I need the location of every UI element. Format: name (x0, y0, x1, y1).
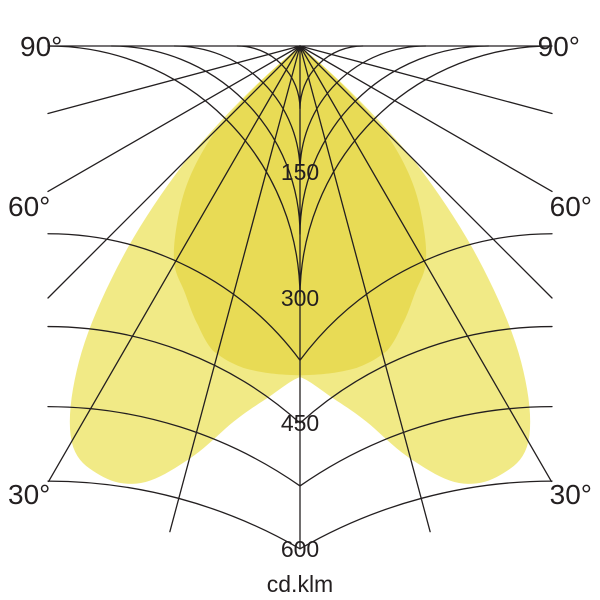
svg-text:30°: 30° (8, 479, 50, 510)
svg-text:30°: 30° (550, 479, 592, 510)
svg-text:cd.klm: cd.klm (267, 571, 333, 597)
svg-text:150: 150 (281, 159, 319, 185)
svg-text:60°: 60° (550, 191, 592, 222)
svg-text:60°: 60° (8, 191, 50, 222)
svg-text:90°: 90° (538, 31, 580, 62)
svg-text:90°: 90° (20, 31, 62, 62)
svg-text:450: 450 (281, 410, 319, 436)
svg-text:600: 600 (281, 536, 319, 562)
svg-text:300: 300 (281, 285, 319, 311)
